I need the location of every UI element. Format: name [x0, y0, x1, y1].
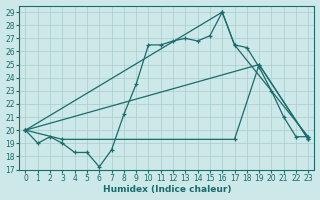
X-axis label: Humidex (Indice chaleur): Humidex (Indice chaleur)	[103, 185, 231, 194]
